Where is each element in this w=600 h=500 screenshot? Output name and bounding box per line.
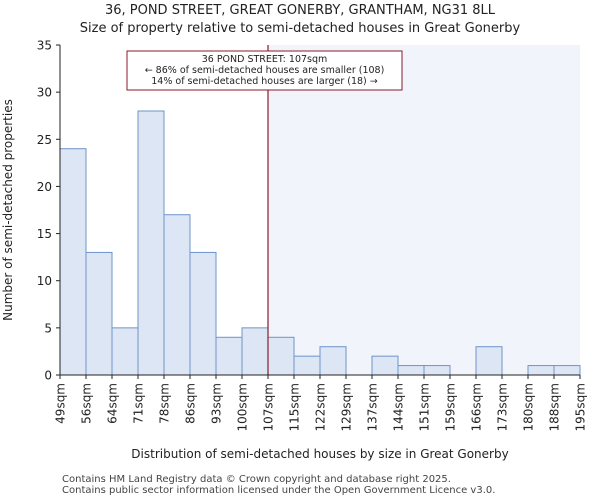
y-axis-label: Number of semi-detached properties <box>1 99 15 321</box>
x-tick-label-129sqm: 129sqm <box>340 383 354 431</box>
y-tick-label-25: 25 <box>37 133 52 147</box>
x-tick-label-151sqm: 151sqm <box>418 383 432 431</box>
x-tick-label-100sqm: 100sqm <box>236 383 250 431</box>
y-tick-label-30: 30 <box>37 86 52 100</box>
x-tick-label-173sqm: 173sqm <box>496 383 510 431</box>
chart-title: 36, POND STREET, GREAT GONERBY, GRANTHAM… <box>104 3 496 18</box>
bar-64sqm <box>111 327 139 376</box>
x-tick-label-137sqm: 137sqm <box>366 383 380 431</box>
annotation-box: 36 POND STREET: 107sqm ← 86% of semi-det… <box>126 50 403 91</box>
x-tick-label-115sqm: 115sqm <box>288 383 302 431</box>
bar-49sqm <box>59 148 87 376</box>
annotation-line-2: ← 86% of semi-detached houses are smalle… <box>145 65 385 76</box>
bar-93sqm <box>215 336 243 376</box>
bar-137sqm <box>371 355 399 376</box>
x-tick-label-56sqm: 56sqm <box>80 383 94 424</box>
y-ticks-group: 0 5 10 15 20 25 30 35 <box>37 39 60 383</box>
bar-56sqm <box>85 251 113 376</box>
x-tick-label-122sqm: 122sqm <box>314 383 328 431</box>
y-tick-label-10: 10 <box>37 274 52 288</box>
x-tick-label-180sqm: 180sqm <box>522 383 536 431</box>
bar-180sqm <box>527 365 555 376</box>
x-tick-label-107sqm: 107sqm <box>262 383 276 431</box>
annotation-line-1: 36 POND STREET: 107sqm <box>202 54 328 65</box>
bar-115sqm <box>293 355 321 376</box>
bar-151sqm <box>423 365 451 376</box>
x-tick-label-159sqm: 159sqm <box>444 383 458 431</box>
x-tick-label-144sqm: 144sqm <box>392 383 406 431</box>
bar-100sqm <box>241 327 269 376</box>
y-tick-label-35: 35 <box>37 39 52 53</box>
x-ticks-group: 49sqm 56sqm 64sqm 71sqm 78sqm 86sqm 93sqm 100sq… <box>54 375 588 431</box>
y-tick-label-5: 5 <box>44 321 52 335</box>
x-tick-label-86sqm: 86sqm <box>184 383 198 424</box>
larger-properties-highlight <box>268 45 580 375</box>
chart-subtitle: Size of property relative to semi-detach… <box>79 21 521 36</box>
bar-122sqm <box>319 346 347 376</box>
x-tick-label-195sqm: 195sqm <box>574 383 588 431</box>
annotation-line-3: 14% of semi-detached houses are larger (… <box>151 76 378 87</box>
footer-copyright: Contains HM Land Registry data © Crown c… <box>62 474 451 485</box>
bar-71sqm <box>137 110 165 376</box>
x-tick-label-166sqm: 166sqm <box>470 383 484 431</box>
bar-86sqm <box>189 251 217 376</box>
y-tick-label-0: 0 <box>44 369 52 383</box>
annotation-frame <box>126 50 403 91</box>
y-tick-label-15: 15 <box>37 227 52 241</box>
bar-188sqm <box>553 365 581 376</box>
bars-group <box>59 110 581 376</box>
y-tick-label-20: 20 <box>37 180 52 194</box>
x-tick-label-78sqm: 78sqm <box>158 383 172 424</box>
footer-licence: Contains public sector information licen… <box>62 485 496 496</box>
x-tick-label-93sqm: 93sqm <box>210 383 224 424</box>
bar-78sqm <box>163 214 191 376</box>
bar-166sqm <box>475 346 503 376</box>
x-axis-label: Distribution of semi-detached houses by … <box>131 447 508 461</box>
x-tick-label-188sqm: 188sqm <box>548 383 562 431</box>
bar-107sqm <box>267 336 295 376</box>
x-tick-label-71sqm: 71sqm <box>132 383 146 424</box>
x-tick-label-49sqm: 49sqm <box>54 383 68 424</box>
x-tick-label-64sqm: 64sqm <box>106 383 120 424</box>
bar-144sqm <box>397 365 425 376</box>
